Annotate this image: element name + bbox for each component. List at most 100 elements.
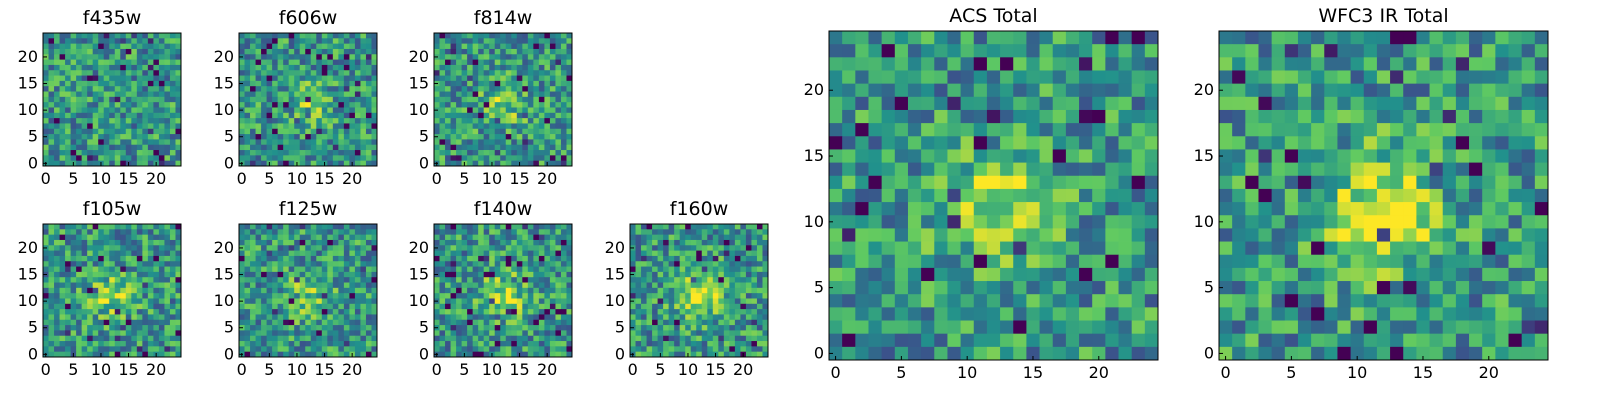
heatmap-cell bbox=[371, 139, 378, 146]
x-tick-label: 0 bbox=[237, 360, 247, 379]
heatmap-cell bbox=[986, 31, 1001, 45]
heatmap-cell bbox=[668, 255, 675, 262]
x-tick-label: 20 bbox=[537, 360, 557, 379]
heatmap-cell bbox=[663, 234, 670, 241]
heatmap-cell bbox=[456, 70, 462, 76]
heatmap-cell bbox=[544, 245, 551, 251]
heatmap-cell bbox=[59, 102, 66, 108]
heatmap-cell bbox=[365, 155, 372, 162]
heatmap-cell bbox=[467, 33, 474, 39]
heatmap-cell bbox=[294, 118, 301, 124]
heatmap-cell bbox=[125, 303, 132, 310]
heatmap-cell bbox=[549, 319, 556, 326]
heatmap-cell bbox=[43, 303, 49, 310]
heatmap-cell bbox=[745, 239, 752, 246]
heatmap-cell bbox=[921, 254, 935, 269]
heatmap-cell bbox=[690, 346, 697, 353]
heatmap-cell bbox=[54, 118, 60, 124]
heatmap-cell bbox=[467, 102, 474, 108]
heatmap-cell bbox=[1039, 215, 1054, 229]
heatmap-cell bbox=[120, 102, 127, 108]
heatmap-cell bbox=[81, 271, 88, 278]
heatmap-cell bbox=[316, 346, 323, 353]
heatmap-cell bbox=[43, 234, 49, 241]
heatmap-cell bbox=[505, 59, 512, 66]
heatmap-cell bbox=[868, 44, 883, 58]
heatmap-cell bbox=[734, 266, 741, 273]
heatmap-cell bbox=[250, 118, 256, 124]
heatmap-cell bbox=[70, 75, 77, 82]
heatmap-cell bbox=[371, 155, 378, 162]
heatmap-cell bbox=[142, 59, 149, 66]
heatmap-cell bbox=[136, 70, 143, 76]
heatmap-cell bbox=[646, 325, 653, 331]
heatmap-cell bbox=[1026, 136, 1040, 150]
heatmap-cell bbox=[456, 303, 462, 310]
heatmap-cell bbox=[98, 150, 105, 156]
heatmap-cell bbox=[434, 123, 440, 130]
heatmap-cell bbox=[365, 314, 372, 321]
heatmap-cell bbox=[505, 346, 512, 353]
heatmap-cell bbox=[158, 341, 165, 347]
heatmap-cell bbox=[125, 48, 132, 55]
heatmap-cell bbox=[527, 293, 534, 299]
heatmap-cell bbox=[164, 319, 171, 326]
heatmap-cell bbox=[467, 335, 474, 342]
heatmap-cell bbox=[43, 118, 49, 124]
heatmap-cell bbox=[461, 155, 468, 162]
heatmap-cell bbox=[723, 245, 730, 251]
heatmap-cell bbox=[59, 298, 66, 305]
heatmap-cell bbox=[712, 255, 719, 262]
heatmap-cell bbox=[439, 59, 446, 66]
heatmap-cell bbox=[164, 54, 171, 60]
heatmap-cell bbox=[283, 123, 290, 130]
heatmap-cell bbox=[142, 96, 149, 103]
heatmap-cell bbox=[98, 239, 105, 246]
heatmap-cell bbox=[657, 239, 664, 246]
heatmap-cell bbox=[549, 239, 556, 246]
heatmap-cell bbox=[696, 224, 703, 230]
heatmap-cell bbox=[751, 234, 758, 241]
heatmap-cell bbox=[76, 261, 83, 267]
heatmap-cell bbox=[511, 298, 518, 305]
heatmap-cell bbox=[365, 277, 372, 283]
heatmap-cell bbox=[131, 330, 138, 337]
heatmap-cell bbox=[327, 335, 334, 342]
heatmap-cell bbox=[272, 80, 279, 87]
heatmap-cell bbox=[461, 266, 468, 273]
heatmap-cell bbox=[560, 96, 567, 103]
heatmap-cell bbox=[87, 38, 94, 45]
heatmap-cell bbox=[538, 234, 545, 241]
heatmap-cell bbox=[48, 293, 55, 299]
heatmap-cell bbox=[250, 314, 256, 321]
heatmap-cell bbox=[718, 229, 725, 236]
heatmap-cell bbox=[120, 298, 127, 305]
heatmap-cell bbox=[734, 325, 741, 331]
heatmap-cell bbox=[489, 341, 496, 347]
heatmap-cell bbox=[349, 54, 356, 60]
heatmap-cell bbox=[527, 134, 534, 140]
heatmap-cell bbox=[829, 70, 843, 85]
heatmap-cell bbox=[461, 48, 468, 55]
heatmap-cell bbox=[338, 250, 345, 257]
heatmap-cell bbox=[43, 287, 49, 294]
heatmap-cell bbox=[294, 314, 301, 321]
heatmap-cell bbox=[343, 250, 350, 257]
heatmap-cell bbox=[461, 224, 468, 230]
heatmap-cell bbox=[131, 86, 138, 92]
heatmap-cell bbox=[169, 341, 176, 347]
heatmap-cell bbox=[288, 239, 295, 246]
heatmap-cell bbox=[98, 75, 105, 82]
heatmap-cell bbox=[635, 330, 642, 337]
heatmap-cell bbox=[1065, 202, 1080, 216]
heatmap-cell bbox=[500, 139, 507, 146]
x-tick-label: 20 bbox=[537, 169, 557, 188]
heatmap-cell bbox=[685, 303, 692, 310]
heatmap-cell bbox=[360, 33, 367, 39]
heatmap-cell bbox=[1065, 96, 1080, 111]
heatmap-cell bbox=[500, 319, 507, 326]
heatmap-cell bbox=[261, 75, 267, 82]
heatmap-cell bbox=[478, 303, 485, 310]
heatmap-cell bbox=[244, 298, 251, 305]
heatmap-cell bbox=[500, 160, 507, 167]
